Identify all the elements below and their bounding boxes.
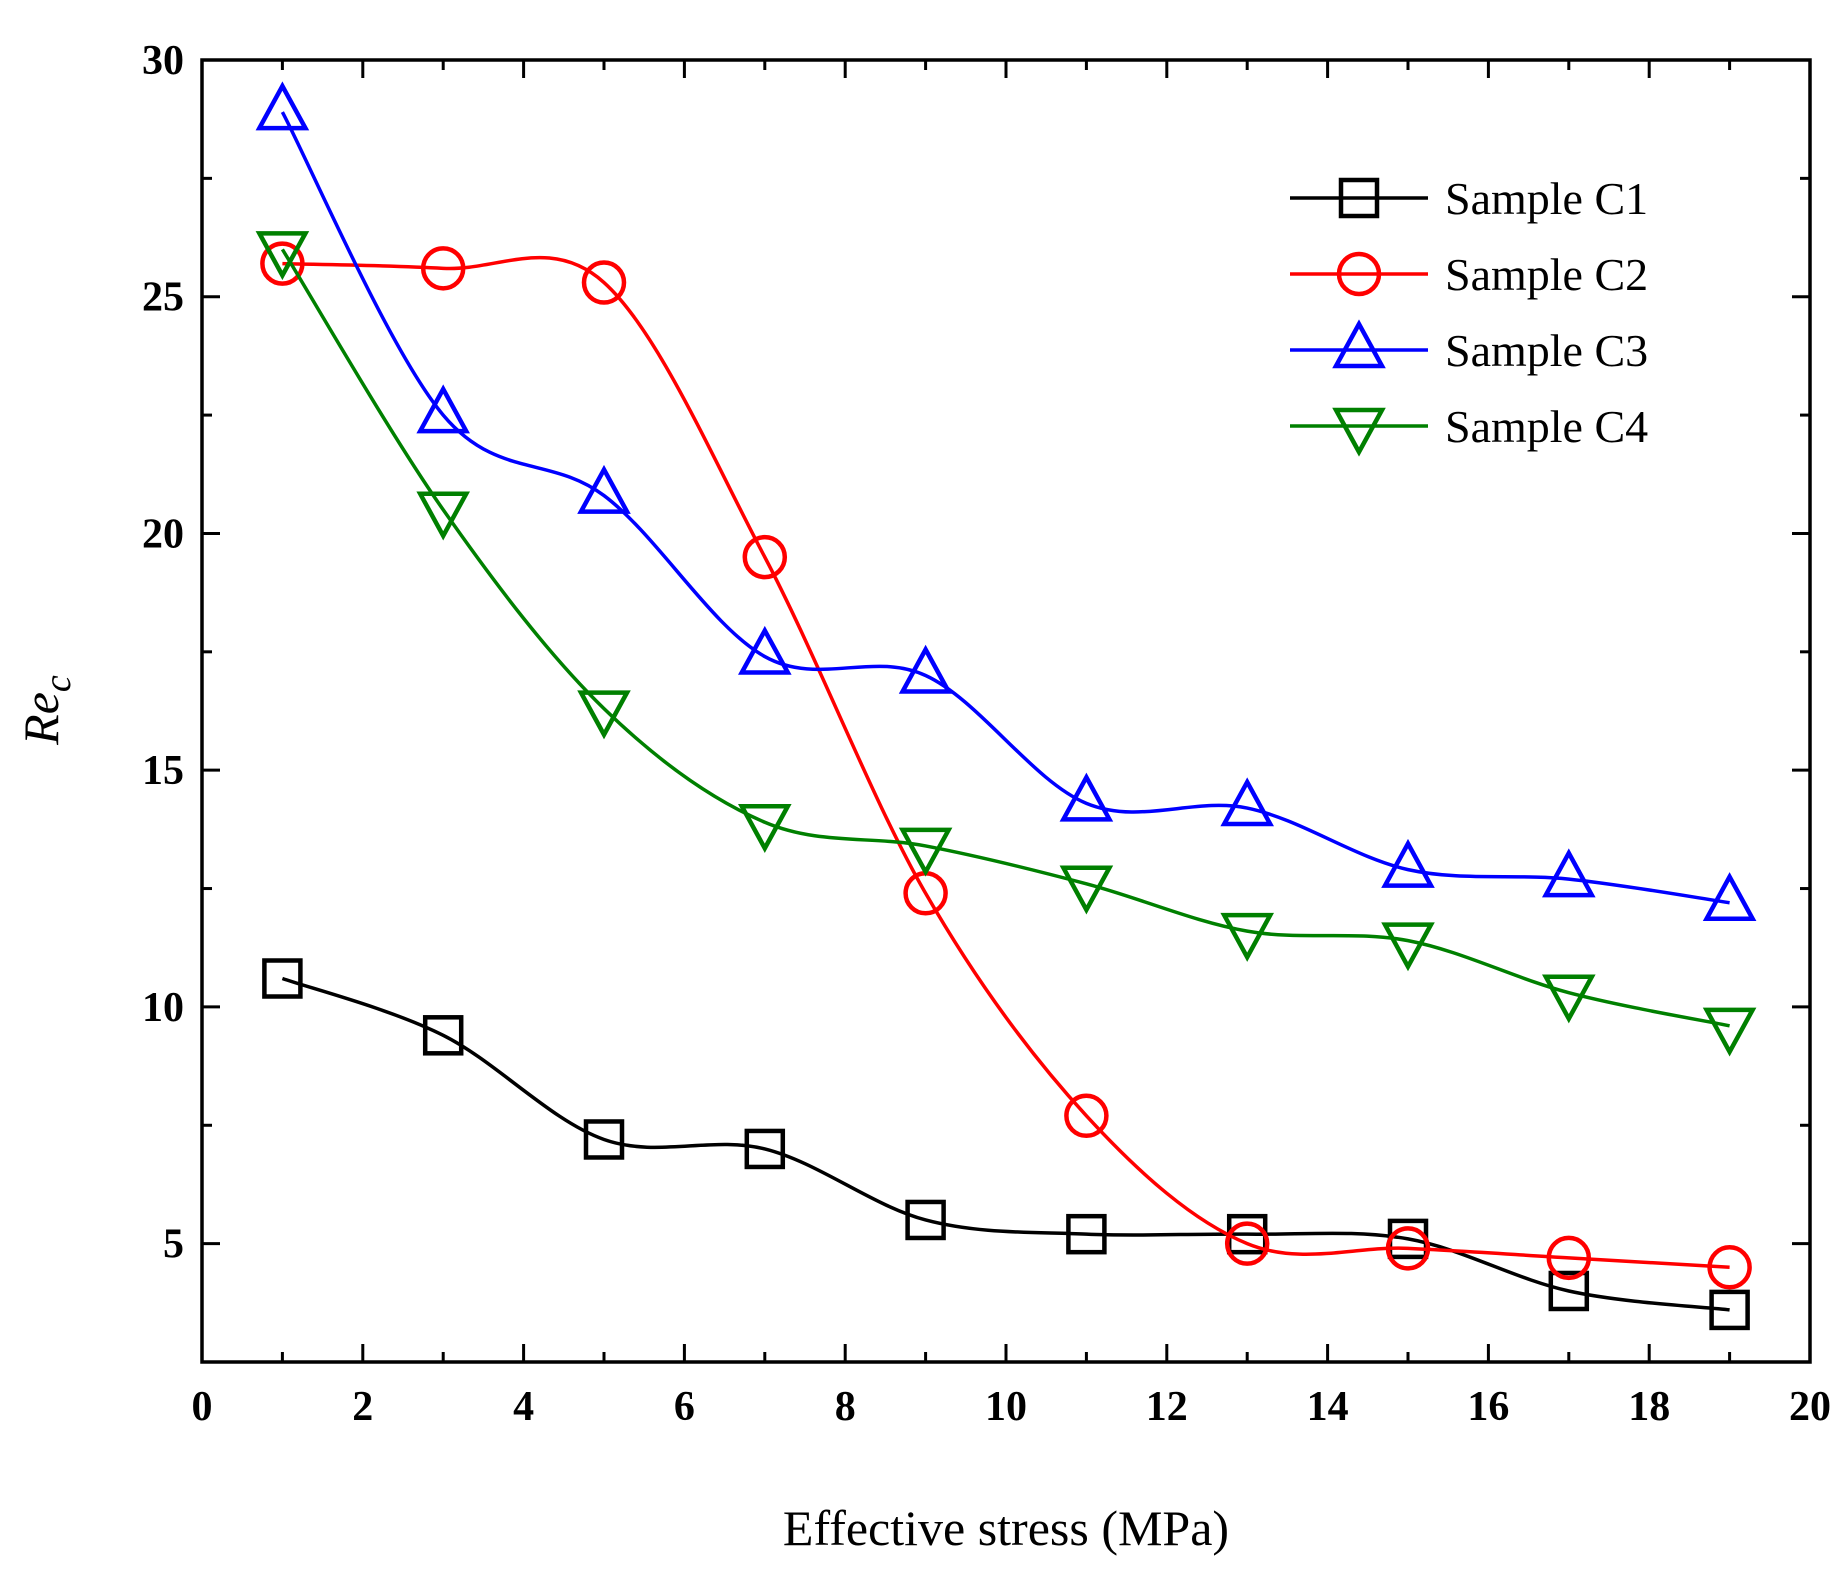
x-axis-title: Effective stress (MPa) — [783, 1500, 1229, 1556]
x-tick-label: 18 — [1628, 1384, 1670, 1430]
legend-label: Sample C3 — [1445, 325, 1648, 376]
y-tick-label: 5 — [163, 1222, 184, 1268]
data-point — [1059, 865, 1114, 915]
data-point — [1707, 1245, 1752, 1290]
series-sample-c4 — [255, 231, 1757, 1057]
x-tick-label: 14 — [1307, 1384, 1349, 1430]
data-point — [416, 384, 470, 434]
y-tick-label: 25 — [142, 275, 184, 321]
data-point — [583, 1119, 625, 1160]
legend-marker — [1332, 319, 1386, 369]
legend-label: Sample C1 — [1445, 173, 1648, 224]
data-point — [581, 260, 627, 305]
data-point — [738, 804, 792, 853]
data-point — [422, 1015, 464, 1056]
x-tick-label: 8 — [835, 1384, 856, 1430]
y-axis-title-main: Re — [13, 692, 69, 746]
data-point — [1546, 1235, 1592, 1281]
x-tick-label: 4 — [513, 1384, 534, 1430]
data-point — [738, 625, 792, 675]
legend-label: Sample C2 — [1445, 249, 1648, 300]
data-point — [742, 534, 788, 580]
y-tick-label: 15 — [142, 748, 184, 794]
x-tick-label: 12 — [1146, 1384, 1188, 1430]
data-point — [260, 241, 305, 286]
legend-label: Sample C4 — [1445, 401, 1648, 452]
data-point — [577, 690, 631, 740]
series-sample-c2 — [260, 241, 1752, 1290]
legend-marker — [1336, 251, 1382, 297]
data-point — [1385, 1226, 1431, 1271]
x-tick-label: 10 — [985, 1384, 1027, 1430]
series-sample-c3 — [255, 81, 1757, 921]
data-point — [255, 231, 310, 281]
legend-item: Sample C3 — [1290, 319, 1648, 376]
legend-item: Sample C2 — [1290, 249, 1648, 300]
data-point — [1702, 872, 1757, 921]
data-point — [1542, 974, 1596, 1024]
series-line — [282, 255, 1730, 1270]
series-line — [280, 111, 1730, 905]
y-axis-title: Rec — [13, 675, 79, 746]
data-point — [420, 246, 466, 291]
legend-marker — [1332, 407, 1386, 457]
data-point — [1548, 1270, 1590, 1312]
x-tick-label: 6 — [674, 1384, 695, 1430]
data-point — [416, 491, 470, 541]
data-point — [1064, 1093, 1109, 1139]
data-point — [577, 464, 631, 514]
data-point — [1066, 1213, 1107, 1255]
series-line — [280, 248, 1730, 1028]
data-point — [898, 644, 953, 694]
series-layer — [255, 81, 1757, 1331]
data-point — [1381, 922, 1435, 972]
x-tick-label: 2 — [352, 1384, 373, 1430]
data-point — [1709, 1289, 1750, 1331]
y-axis-title-sub: c — [37, 675, 79, 692]
legend-marker — [1338, 177, 1380, 219]
y-axis: 5 10 15 20 25 30 — [142, 38, 1810, 1268]
y-tick-label: 30 — [142, 38, 184, 84]
legend-item: Sample C4 — [1290, 401, 1648, 457]
data-point — [898, 827, 953, 877]
legend-item: Sample C1 — [1290, 173, 1648, 224]
x-axis: 0 2 4 6 8 10 12 14 16 18 20 — [192, 60, 1831, 1430]
x-tick-label: 0 — [192, 1384, 213, 1430]
data-point — [1381, 838, 1435, 888]
data-point — [744, 1128, 786, 1170]
x-tick-label: 16 — [1467, 1384, 1509, 1430]
legend: Sample C1 Sample C2 Sample C3 Sample C4 — [1290, 173, 1648, 457]
data-point — [255, 81, 310, 131]
x-tick-label: 20 — [1789, 1384, 1831, 1430]
data-point — [1059, 772, 1114, 822]
series-line — [281, 976, 1730, 1312]
data-point — [905, 1199, 946, 1241]
data-point — [1220, 912, 1274, 962]
data-point — [262, 958, 303, 999]
data-point — [1542, 848, 1596, 898]
data-point — [1224, 1221, 1270, 1266]
data-point — [1220, 777, 1274, 827]
data-point — [1702, 1007, 1757, 1057]
y-tick-label: 20 — [142, 511, 184, 557]
y-tick-label: 10 — [142, 985, 184, 1031]
